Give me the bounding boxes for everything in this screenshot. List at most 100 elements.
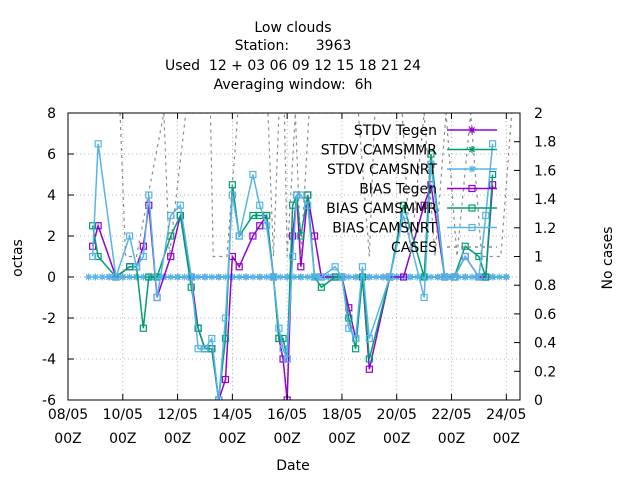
- data-point: [495, 273, 503, 281]
- legend-marker: [468, 223, 476, 232]
- data-point: [228, 181, 236, 189]
- x-tick-label: 14/05: [212, 407, 252, 423]
- data-point: [399, 201, 408, 209]
- data-point: [249, 170, 257, 179]
- data-point: [352, 334, 360, 343]
- data-point: [420, 273, 428, 281]
- data-point: [489, 273, 497, 281]
- data-point: [201, 273, 209, 281]
- data-point: [293, 191, 301, 199]
- data-point: [176, 211, 184, 220]
- y-tick-label: -6: [42, 393, 56, 409]
- data-point: [345, 314, 353, 322]
- x-axis-label: Date: [276, 458, 309, 474]
- series-cases: [119, 113, 513, 258]
- data-point: [297, 263, 305, 271]
- data-point: [249, 232, 257, 240]
- data-point: [249, 273, 257, 281]
- data-point: [489, 140, 497, 148]
- data-point: [352, 345, 360, 353]
- data-point: [263, 222, 271, 230]
- data-point: [420, 293, 428, 302]
- y2-tick-label: 0.6: [534, 307, 556, 323]
- y-tick-label: -2: [42, 311, 56, 327]
- data-point: [365, 273, 373, 281]
- data-point: [98, 273, 106, 281]
- data-point: [352, 273, 360, 281]
- data-point: [283, 355, 291, 363]
- data-point: [228, 273, 236, 281]
- data-point: [174, 273, 182, 281]
- y2-tick-label: 0: [534, 393, 543, 409]
- series-line: [91, 153, 494, 400]
- data-point: [242, 273, 250, 281]
- data-point: [132, 263, 141, 271]
- legend-marker: [468, 204, 476, 212]
- y2-tick-label: 0.2: [534, 364, 556, 380]
- x-tick-label-hour: 00Z: [164, 431, 191, 447]
- data-point: [399, 273, 408, 281]
- series-layer: [85, 113, 513, 400]
- y2-tick-label: 1.8: [534, 135, 556, 151]
- data-point: [275, 334, 283, 343]
- series-bias-camsnrt: [89, 140, 497, 400]
- y-tick-label: 0: [47, 270, 56, 286]
- data-point: [331, 263, 339, 271]
- data-point: [386, 273, 394, 281]
- data-point: [461, 252, 469, 261]
- legend-label: BIAS Tegen: [359, 182, 437, 198]
- data-point: [132, 273, 140, 281]
- data-point: [297, 232, 305, 240]
- data-point: [468, 273, 476, 281]
- data-point: [289, 252, 297, 261]
- data-point: [194, 273, 202, 281]
- x-tick-label: 22/05: [431, 407, 471, 423]
- title-line-4: Averaging window: 6h: [214, 77, 373, 93]
- y-tick-label: 8: [47, 106, 56, 122]
- data-point: [145, 191, 153, 199]
- data-point: [406, 273, 414, 281]
- y2-tick-label: 0.8: [534, 278, 556, 294]
- data-point: [139, 252, 147, 261]
- data-point: [331, 273, 339, 281]
- x-tick-label-hour: 00Z: [438, 431, 465, 447]
- data-point: [194, 324, 202, 332]
- data-point: [420, 201, 428, 209]
- data-point: [215, 273, 223, 281]
- legend-label: STDV CAMSMMR: [321, 143, 437, 159]
- legend-marker: [468, 146, 476, 153]
- x-tick-label-hour: 00Z: [328, 431, 355, 447]
- data-point: [279, 334, 287, 343]
- data-point: [85, 273, 93, 281]
- data-point: [180, 273, 188, 281]
- legend-marker: [468, 126, 476, 134]
- data-point: [167, 252, 175, 261]
- data-point: [290, 273, 298, 281]
- data-point: [502, 273, 510, 281]
- data-point: [338, 273, 346, 281]
- data-point: [365, 334, 373, 343]
- data-point: [221, 375, 230, 384]
- data-point: [139, 324, 147, 332]
- x-tick-label-hour: 00Z: [219, 431, 246, 447]
- data-point: [112, 273, 120, 281]
- data-point: [482, 211, 490, 220]
- data-point: [153, 293, 161, 302]
- data-point: [208, 273, 216, 281]
- series-line: [119, 113, 513, 258]
- x-tick-label-hour: 00Z: [54, 431, 81, 447]
- data-point: [304, 201, 312, 209]
- data-point: [345, 273, 353, 281]
- data-point: [450, 273, 458, 281]
- legend-marker: [468, 165, 476, 173]
- data-point: [105, 273, 113, 281]
- data-point: [119, 273, 127, 281]
- data-point: [222, 273, 230, 281]
- data-point: [317, 283, 325, 291]
- y2-tick-label: 1: [534, 250, 543, 266]
- data-point: [310, 273, 319, 281]
- data-point: [235, 232, 243, 240]
- data-point: [365, 365, 373, 373]
- y2-axis-label: No cases: [600, 227, 616, 290]
- x-tick-label-hour: 00Z: [493, 431, 520, 447]
